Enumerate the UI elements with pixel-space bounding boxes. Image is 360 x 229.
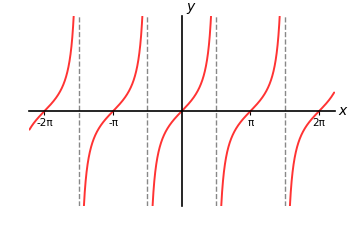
Text: y: y xyxy=(186,0,195,14)
Text: x: x xyxy=(338,104,346,118)
